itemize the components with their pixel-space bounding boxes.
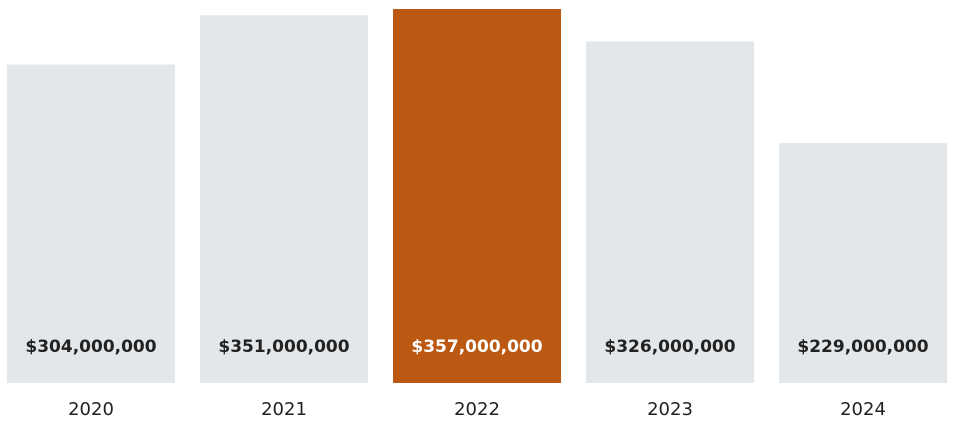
x-tick-label-2021: 2021 bbox=[261, 399, 307, 420]
bar-2023 bbox=[586, 41, 754, 383]
bar-value-label-2022: $357,000,000 bbox=[411, 337, 542, 357]
x-tick-label-2023: 2023 bbox=[647, 399, 693, 420]
bar-value-label-2021: $351,000,000 bbox=[218, 337, 349, 357]
x-tick-label-2022: 2022 bbox=[454, 399, 500, 420]
bar-2020 bbox=[7, 64, 175, 384]
value-labels-group: $304,000,000 $351,000,000 $357,000,000 $326… bbox=[25, 337, 928, 357]
bar-value-label-2023: $326,000,000 bbox=[604, 337, 735, 357]
bar-2022 bbox=[393, 9, 561, 383]
x-axis-ticks: 2020 2021 2022 2023 2024 bbox=[68, 399, 886, 420]
bars-group bbox=[7, 9, 947, 384]
bar-2021 bbox=[200, 15, 368, 384]
bar-value-label-2020: $304,000,000 bbox=[25, 337, 156, 357]
bar-2024 bbox=[779, 143, 947, 383]
x-tick-label-2024: 2024 bbox=[840, 399, 886, 420]
x-tick-label-2020: 2020 bbox=[68, 399, 114, 420]
bar-value-label-2024: $229,000,000 bbox=[797, 337, 928, 357]
